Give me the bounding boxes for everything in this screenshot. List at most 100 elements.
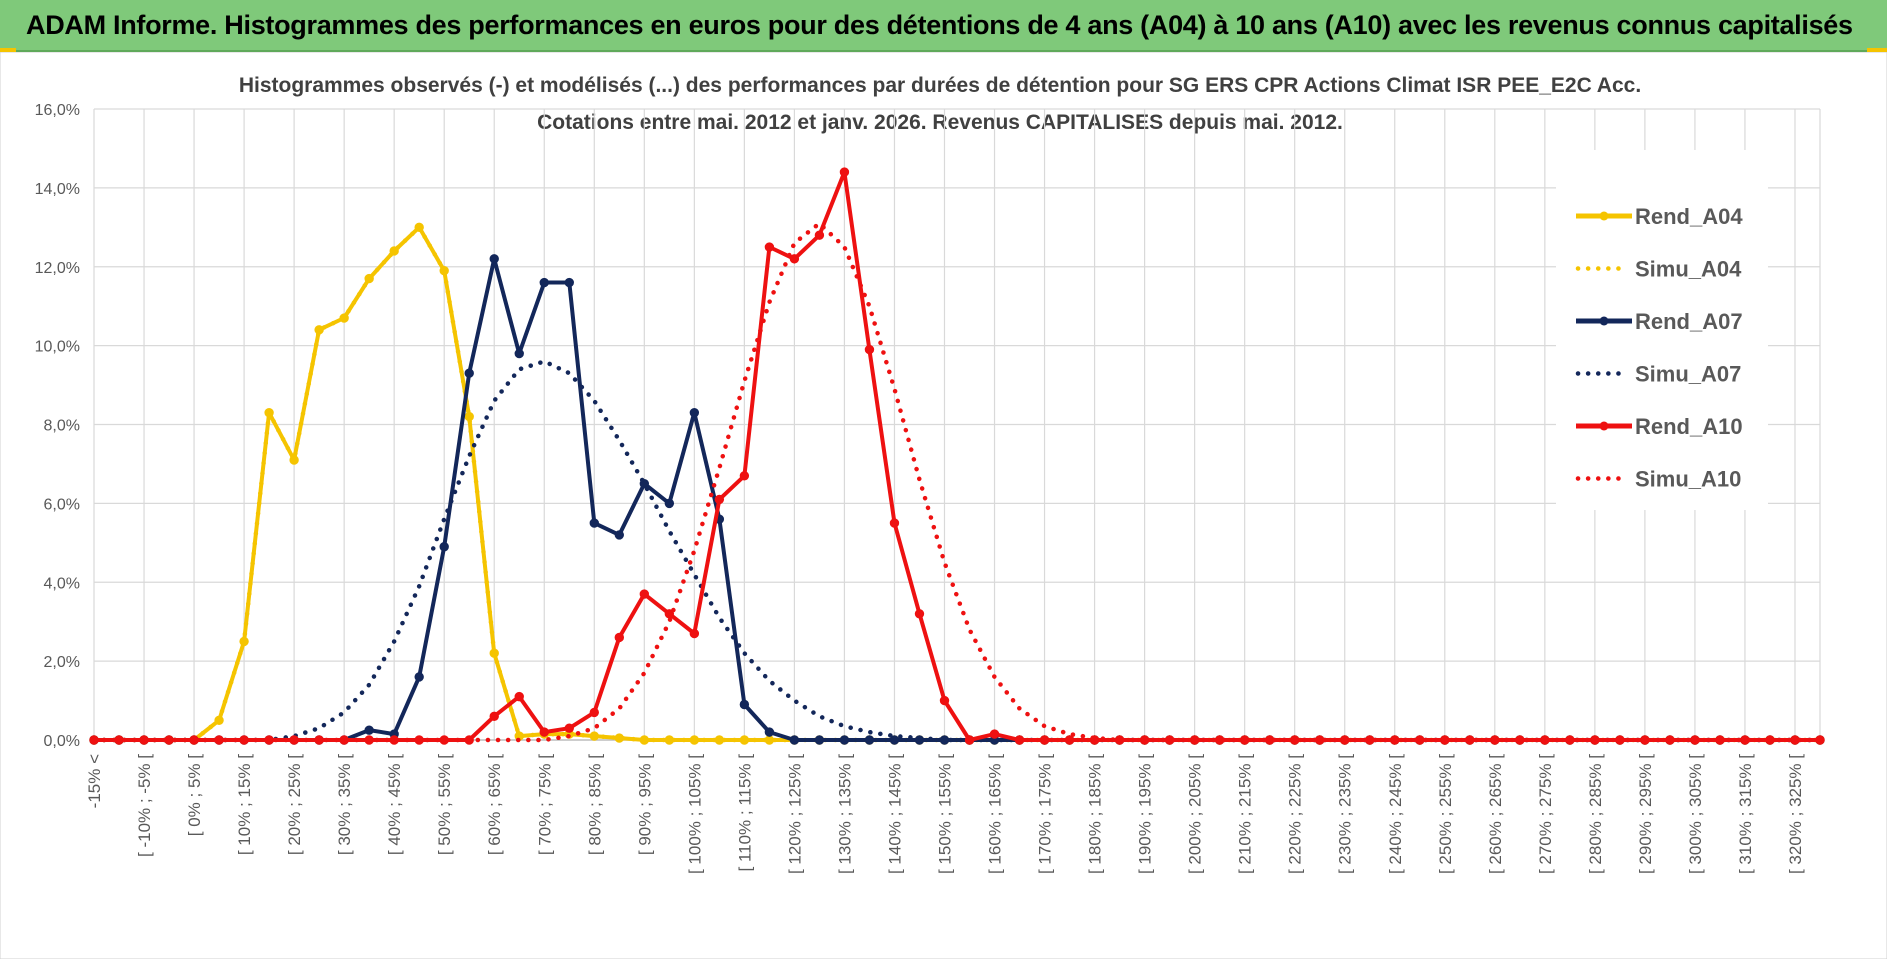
chart-title: Histogrammes observés (-) et modélisés (… bbox=[239, 74, 1641, 97]
x-tick-label: [ 260% ; 265% [ bbox=[1486, 754, 1505, 874]
legend-marker-rend-a04 bbox=[1599, 211, 1609, 221]
x-tick-label: [ 70% ; 75% [ bbox=[535, 754, 554, 855]
x-tick-label: [ 50% ; 55% [ bbox=[435, 754, 454, 855]
data-point-rend-a10 bbox=[839, 167, 850, 177]
data-point-rend-a07 bbox=[514, 348, 524, 359]
data-point-rend-a10 bbox=[714, 494, 725, 505]
x-tick-label: [ 10% ; 15% [ bbox=[235, 754, 254, 855]
data-point-rend-a10 bbox=[689, 628, 700, 639]
data-point-rend-a07 bbox=[664, 498, 675, 509]
chart-subtitle: Cotations entre mai. 2012 et janv. 2026.… bbox=[537, 111, 1343, 134]
histogram-chart: Histogrammes observés (-) et modélisés (… bbox=[0, 52, 1887, 959]
x-tick-label: [ 320% ; 325% [ bbox=[1786, 754, 1805, 874]
x-tick-label: [ -10% ; -5% [ bbox=[135, 754, 154, 857]
corner-mark-right bbox=[1867, 48, 1887, 52]
x-tick-label: [ 300% ; 305% [ bbox=[1686, 754, 1705, 874]
y-axis: 0,0% 2,0% 4,0% 6,0% 8,0% 10,0% 12,0% 14,0% 16,0% bbox=[35, 102, 80, 750]
x-tick-label: [ 130% ; 135% [ bbox=[835, 754, 854, 874]
x-tick-label: [ 310% ; 315% [ bbox=[1736, 754, 1755, 874]
data-point-rend-a10 bbox=[764, 242, 775, 252]
legend-label-rend-a04: Rend_A04 bbox=[1635, 204, 1743, 229]
data-point-rend-a10 bbox=[1014, 735, 1025, 745]
data-point-rend-a10 bbox=[639, 589, 650, 599]
legend-label-simu-a10: Simu_A10 bbox=[1635, 467, 1741, 492]
x-tick-label: [ 230% ; 235% [ bbox=[1336, 754, 1355, 874]
data-point-rend-a10 bbox=[614, 632, 625, 643]
data-point-rend-a10 bbox=[914, 609, 925, 619]
data-point-rend-a07 bbox=[489, 254, 499, 264]
data-point-rend-a10 bbox=[1039, 735, 1050, 745]
y-tick-label: 10,0% bbox=[35, 339, 80, 356]
data-point-rend-a07 bbox=[564, 277, 574, 288]
x-tick-label: [ 30% ; 35% [ bbox=[335, 754, 354, 855]
data-point-rend-a10 bbox=[864, 344, 875, 355]
y-tick-label: 4,0% bbox=[44, 575, 80, 592]
data-point-rend-a07 bbox=[614, 530, 625, 540]
legend: Rend_A04 Simu_A04 Rend_A07 Simu_A07 Rend_A10… bbox=[1556, 150, 1768, 510]
data-point-rend-a10 bbox=[514, 691, 524, 702]
x-tick-label: -15% < bbox=[85, 754, 104, 808]
data-point-rend-a10 bbox=[939, 695, 950, 706]
y-tick-label: 2,0% bbox=[44, 654, 80, 671]
y-tick-label: 12,0% bbox=[35, 260, 80, 277]
legend-marker-rend-a07 bbox=[1599, 316, 1609, 326]
data-point-rend-a07 bbox=[789, 735, 800, 745]
data-point-rend-a10 bbox=[489, 711, 499, 722]
y-tick-label: 8,0% bbox=[44, 418, 80, 435]
x-tick-label: [ 200% ; 205% [ bbox=[1186, 754, 1205, 874]
x-tick-label: [ 240% ; 245% [ bbox=[1386, 754, 1405, 874]
x-tick-label: [ 0% ; 5% [ bbox=[185, 754, 204, 836]
data-point-rend-a07 bbox=[864, 735, 875, 745]
series-group bbox=[89, 167, 1825, 745]
data-point-rend-a07 bbox=[889, 735, 900, 745]
x-tick-label: [ 20% ; 25% [ bbox=[285, 754, 304, 855]
x-tick-label: [ 250% ; 255% [ bbox=[1436, 754, 1455, 874]
data-point-rend-a10 bbox=[539, 727, 549, 737]
x-tick-label: [ 190% ; 195% [ bbox=[1136, 754, 1155, 874]
series-line-simu-a10 bbox=[91, 221, 1823, 743]
x-tick-label: [ 90% ; 95% [ bbox=[635, 754, 654, 855]
y-tick-label: 0,0% bbox=[44, 733, 80, 750]
data-point-rend-a10 bbox=[789, 254, 800, 264]
x-tick-label: [ 280% ; 285% [ bbox=[1586, 754, 1605, 874]
legend-marker-rend-a10 bbox=[1599, 421, 1609, 431]
data-point-rend-a07 bbox=[589, 518, 599, 528]
legend-label-simu-a04: Simu_A04 bbox=[1635, 257, 1742, 282]
data-point-rend-a10 bbox=[964, 735, 975, 745]
data-point-rend-a10 bbox=[564, 723, 574, 733]
x-tick-label: [ 100% ; 105% [ bbox=[685, 754, 704, 874]
x-tick-label: [ 220% ; 225% [ bbox=[1286, 754, 1305, 874]
data-point-rend-a10 bbox=[1064, 735, 1075, 745]
x-tick-label: [ 290% ; 295% [ bbox=[1636, 754, 1655, 874]
corner-mark-left bbox=[0, 48, 16, 52]
data-point-rend-a07 bbox=[839, 735, 850, 745]
data-point-rend-a10 bbox=[589, 707, 599, 718]
series-line-rend-a10 bbox=[94, 170, 1820, 742]
data-point-rend-a10 bbox=[889, 518, 900, 528]
x-tick-label: [ 40% ; 45% [ bbox=[385, 754, 404, 855]
data-point-rend-a07 bbox=[539, 277, 549, 288]
x-tick-label: [ 80% ; 85% [ bbox=[585, 754, 604, 855]
legend-label-simu-a07: Simu_A07 bbox=[1635, 362, 1741, 387]
x-tick-label: [ 270% ; 275% [ bbox=[1536, 754, 1555, 874]
data-point-rend-a07 bbox=[764, 727, 775, 737]
x-tick-label: [ 140% ; 145% [ bbox=[885, 754, 904, 874]
data-point-rend-a07 bbox=[414, 672, 424, 682]
data-point-rend-a10 bbox=[989, 729, 1000, 739]
data-point-rend-a07 bbox=[364, 725, 374, 735]
y-tick-label: 16,0% bbox=[35, 102, 80, 119]
x-tick-label: [ 170% ; 175% [ bbox=[1036, 754, 1055, 874]
data-point-rend-a07 bbox=[739, 699, 750, 710]
legend-box bbox=[1556, 150, 1768, 510]
x-tick-label: [ 120% ; 125% [ bbox=[785, 754, 804, 874]
data-point-rend-a10 bbox=[814, 230, 825, 240]
x-tick-label: [ 210% ; 215% [ bbox=[1236, 754, 1255, 874]
x-tick-label: [ 160% ; 165% [ bbox=[986, 754, 1005, 874]
data-point-rend-a10 bbox=[739, 471, 750, 481]
x-tick-label: [ 150% ; 155% [ bbox=[935, 754, 954, 874]
header-banner: ADAM Informe. Histogrammes des performan… bbox=[0, 0, 1887, 52]
data-point-rend-a07 bbox=[689, 407, 700, 418]
x-tick-label: [ 110% ; 115% [ bbox=[735, 754, 754, 872]
data-point-rend-a07 bbox=[814, 735, 825, 745]
x-tick-label: [ 180% ; 185% [ bbox=[1086, 754, 1105, 874]
